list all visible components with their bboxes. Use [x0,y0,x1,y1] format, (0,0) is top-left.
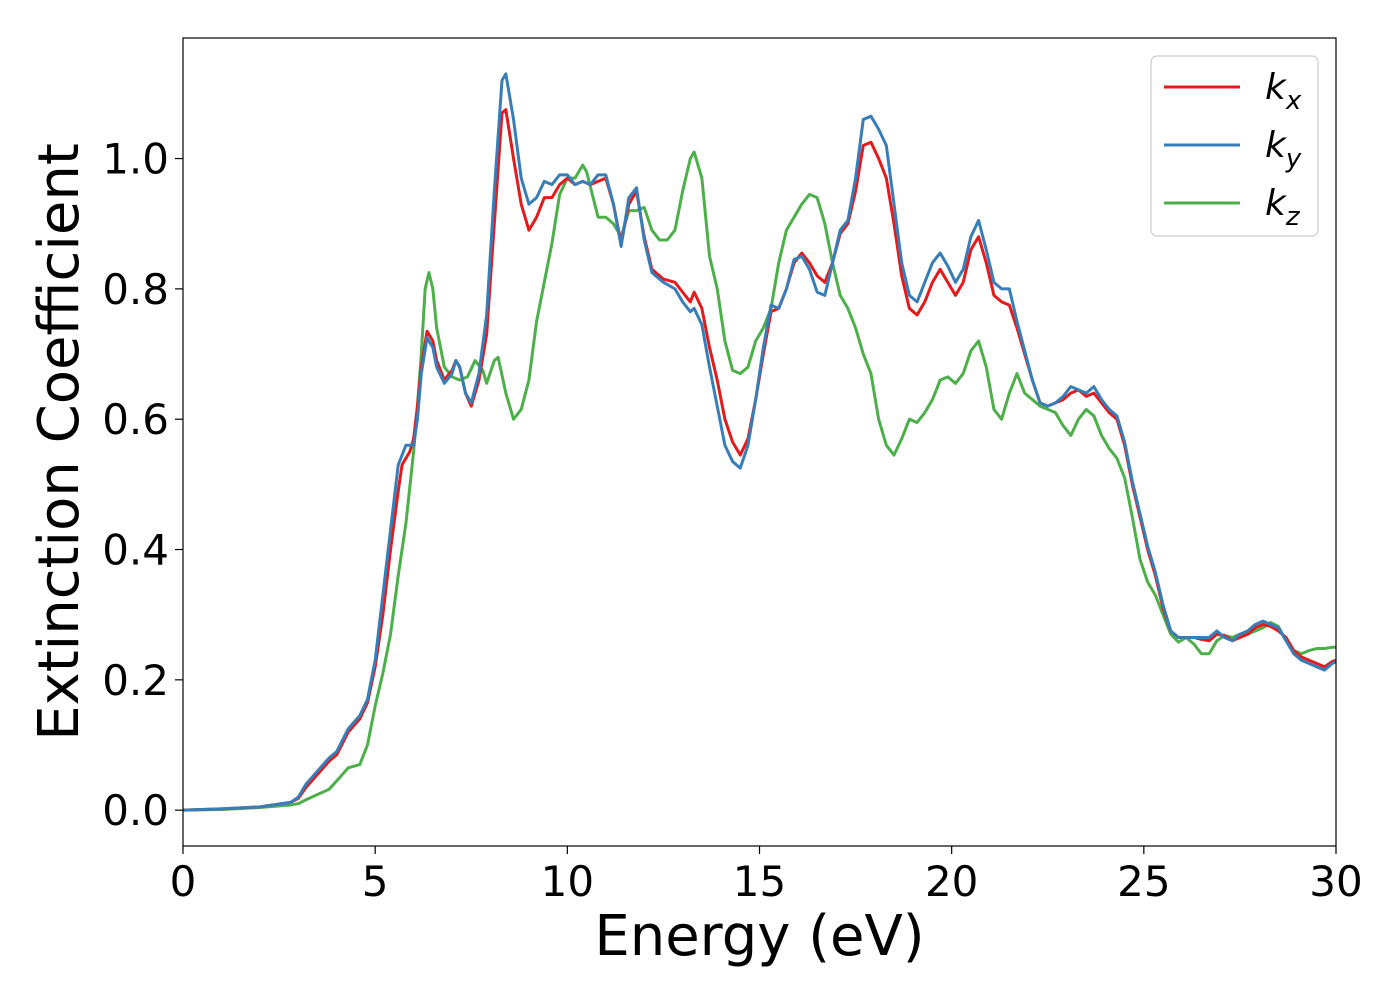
x-axis-label: Energy (eV) [594,904,924,969]
x-tick-label: 30 [1309,857,1362,906]
y-tick-label: 0.6 [102,395,169,444]
axes-frame [182,37,1337,847]
axis-ticks: 0 5 10 15 20 25 30 0.0 0.2 0.4 0.6 0.8 1.0 [102,135,1363,906]
plot-area [183,72,1336,812]
x-tick-label: 10 [541,857,594,906]
legend-label-k-y: ky [1265,125,1302,174]
legend-label-k-z: kz [1265,183,1301,232]
x-tick-label: 5 [362,857,389,906]
x-tick-label: 25 [1117,857,1170,906]
y-tick-label: 0.4 [102,526,169,575]
y-tick-label: 0.2 [102,656,169,705]
series-line-k-z [183,150,1336,812]
x-tick-label: 15 [733,857,786,906]
y-axis-label: Extinction Coefficient [27,143,92,741]
legend: kx ky kz [1150,55,1319,237]
y-tick-label: 1.0 [102,135,169,184]
x-tick-label: 20 [925,857,978,906]
legend-label-k-x: kx [1265,67,1302,116]
series-line-k-y [183,72,1336,812]
y-tick-label: 0.0 [102,786,169,835]
y-tick-label: 0.8 [102,265,169,314]
x-tick-label: 0 [170,857,197,906]
